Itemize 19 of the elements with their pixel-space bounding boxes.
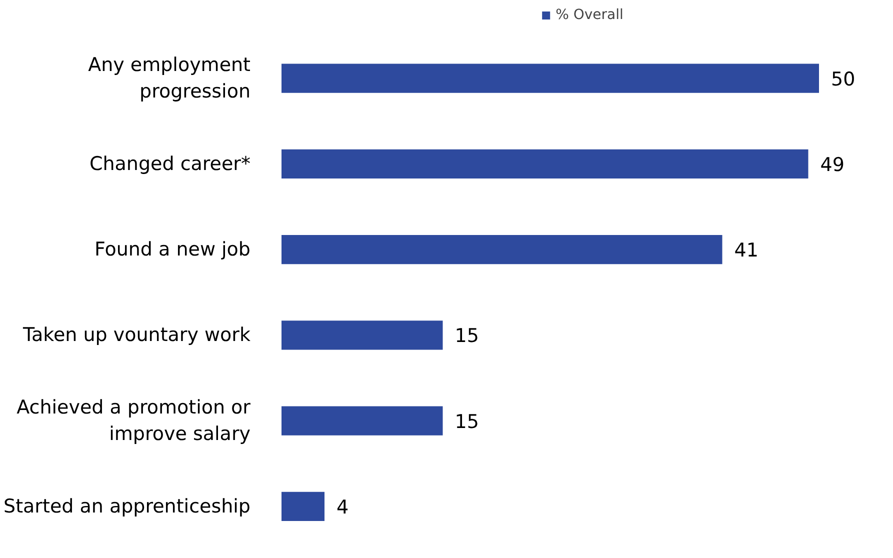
- data-label: 49: [820, 154, 844, 176]
- y-tick-label: Taken up vountary work: [22, 324, 251, 346]
- bar: [282, 149, 808, 178]
- data-label: 4: [336, 496, 349, 518]
- data-label: 15: [454, 325, 479, 348]
- data-label: 15: [454, 410, 479, 433]
- data-label: 50: [831, 68, 856, 90]
- y-tick-label: Found a new job: [94, 238, 251, 261]
- y-tick-label: Achieved a promotion or improve salary: [16, 396, 251, 445]
- bar: [282, 492, 324, 521]
- data-label: 41: [734, 240, 758, 262]
- y-tick-label: Started an apprenticeship: [4, 495, 251, 518]
- y-tick-label: Any employment progression: [88, 54, 251, 102]
- bar: [282, 406, 443, 436]
- bar: [282, 64, 819, 93]
- bar: [282, 320, 443, 350]
- y-tick-label: Changed career*: [89, 152, 251, 175]
- bar: [282, 234, 722, 264]
- legend-label: % Overall: [556, 7, 624, 23]
